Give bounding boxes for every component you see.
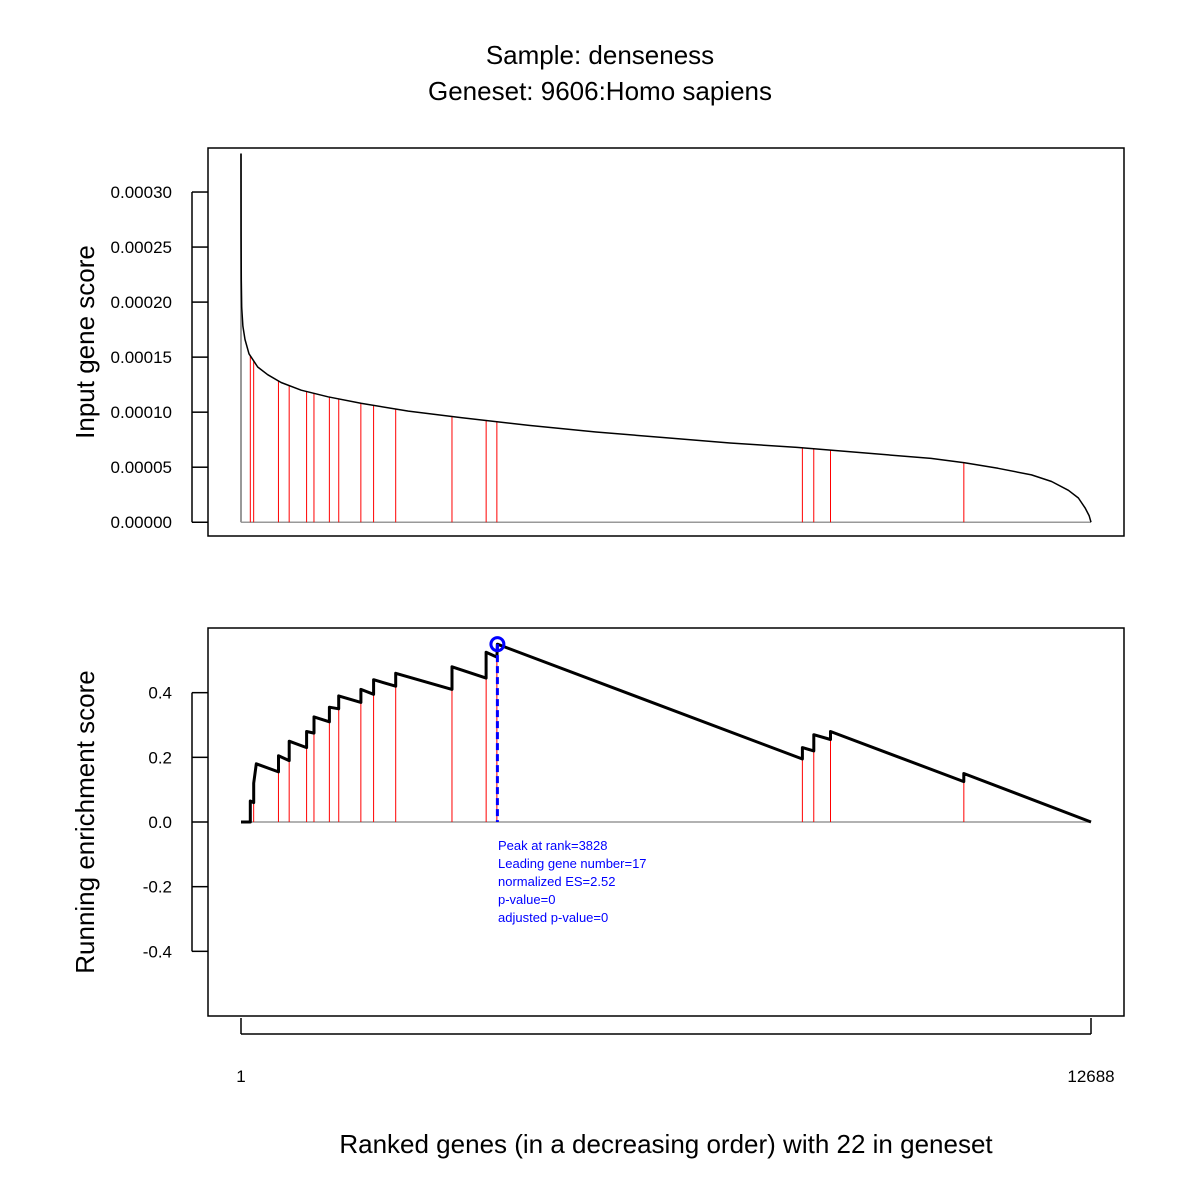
x-axis-label: Ranked genes (in a decreasing order) wit… — [339, 1129, 993, 1159]
enrichment-curve — [241, 642, 1092, 824]
x-tick-label-last: 12688 — [1067, 1067, 1114, 1086]
peak-annotation-adj-pvalue: adjusted p-value=0 — [498, 910, 608, 925]
y-tick-label: 0.0 — [148, 813, 172, 832]
score-curve — [240, 153, 1092, 523]
peak-annotation: Peak at rank=3828 Leading gene number=17… — [498, 838, 647, 925]
enrichment-y-axis-label: Running enrichment score — [70, 670, 100, 974]
y-tick-label: 0.00000 — [111, 513, 172, 532]
enrichment-panel: -0.4 -0.2 0.0 0.2 0.4 Running enrichment sco… — [70, 627, 1125, 1017]
y-tick-label: -0.4 — [143, 942, 172, 961]
y-tick-label: 0.00010 — [111, 403, 172, 422]
peak-annotation-nes: normalized ES=2.52 — [498, 874, 615, 889]
score-plot-area — [240, 153, 1092, 523]
peak-marker — [489, 636, 506, 653]
y-tick-label: 0.00025 — [111, 238, 172, 257]
score-panel-frame — [207, 147, 1125, 537]
score-y-axis-label: Input gene score — [70, 245, 100, 439]
peak-annotation-pvalue: p-value=0 — [498, 892, 555, 907]
y-tick-label: 0.00020 — [111, 293, 172, 312]
chart-subtitle: Geneset: 9606:Homo sapiens — [428, 76, 772, 106]
x-tick-label-first: 1 — [236, 1067, 245, 1086]
enrichment-plot-area — [241, 636, 1092, 824]
y-tick-label: 0.00030 — [111, 183, 172, 202]
score-y-axis: 0.00000 0.00005 0.00010 0.00015 0.00020 0.000… — [111, 183, 208, 532]
peak-annotation-rank: Peak at rank=3828 — [498, 838, 608, 853]
y-tick-label: 0.00015 — [111, 348, 172, 367]
y-tick-label: 0.00005 — [111, 458, 172, 477]
chart-title: Sample: denseness — [486, 40, 714, 70]
y-tick-label: 0.2 — [148, 748, 172, 767]
peak-annotation-leading-genes: Leading gene number=17 — [498, 856, 647, 871]
y-tick-label: 0.4 — [148, 684, 172, 703]
y-tick-label: -0.2 — [143, 878, 172, 897]
x-axis: 1 12688 — [236, 1018, 1115, 1086]
enrichment-y-axis: -0.4 -0.2 0.0 0.2 0.4 — [143, 684, 208, 961]
score-panel: 0.00000 0.00005 0.00010 0.00015 0.00020 0.000… — [70, 147, 1125, 537]
